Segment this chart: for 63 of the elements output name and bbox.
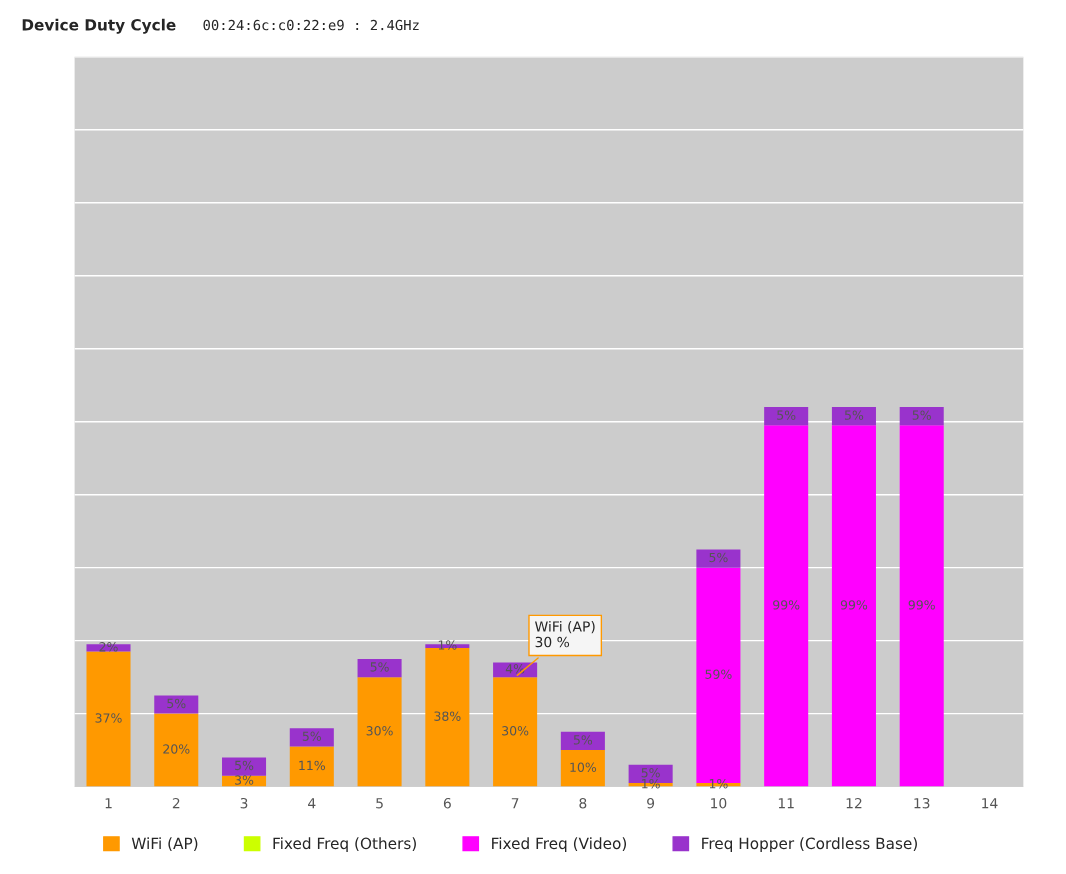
legend-label: Freq Hopper (Cordless Base) (702, 837, 917, 853)
bar (154, 695, 199, 714)
data-label: 11% (299, 760, 326, 771)
data-label: 30% (502, 726, 529, 736)
bar (357, 658, 402, 678)
x-tick-label: 7 (511, 798, 519, 809)
data-label: 99% (908, 600, 935, 610)
legend-label: Fixed Freq (Video) (492, 837, 627, 853)
data-label: 5% (302, 731, 322, 741)
x-tick-label: 13 (914, 797, 930, 809)
legend-label: WiFi (AP) (131, 837, 198, 851)
bar (560, 731, 605, 751)
x-tick-label: 1 (105, 798, 112, 809)
data-label: 5% (912, 410, 931, 420)
bar (86, 651, 131, 787)
bar (560, 750, 605, 787)
bar (289, 728, 334, 747)
legend-label: Fixed Freq (Others) (273, 837, 416, 853)
x-tick-label: 11 (778, 798, 794, 809)
bar (764, 425, 809, 787)
x-tick-label: 6 (443, 797, 451, 809)
data-label: 5% (777, 410, 796, 420)
bar (899, 407, 944, 426)
data-label: 5% (573, 735, 593, 745)
x-tick-label: 14 (982, 798, 998, 809)
x-tick-label: 8 (579, 797, 587, 809)
bar (831, 425, 876, 787)
x-tick-label: 3 (240, 797, 248, 809)
data-label: 5% (167, 698, 186, 709)
data-label: 10% (570, 762, 597, 772)
data-label: 38% (434, 711, 461, 721)
x-tick-label: 12 (846, 797, 862, 809)
bar (899, 425, 944, 787)
data-label: 5% (235, 760, 254, 771)
bar (764, 407, 809, 426)
bar (289, 746, 334, 787)
bar (696, 549, 741, 568)
data-label: 37% (95, 713, 122, 723)
data-label: 3% (235, 775, 254, 785)
chart-subtitle: 00:24:6c:c0:22:e9 : 2.4GHz (203, 19, 419, 31)
x-tick-label: 9 (647, 797, 655, 809)
chart-title: Device Duty Cycle (22, 18, 176, 34)
data-label: 59% (705, 669, 732, 679)
bar (222, 757, 267, 776)
data-label: 5% (844, 410, 864, 420)
x-tick-label: 2 (172, 797, 180, 809)
data-label: 99% (773, 600, 800, 610)
data-label: 5% (370, 662, 389, 672)
data-label: 30% (366, 726, 393, 736)
data-label: 5% (641, 768, 660, 778)
data-label: 5% (709, 552, 728, 563)
data-label: 2% (99, 642, 118, 652)
x-tick-label: 10 (711, 797, 727, 809)
data-label: 20% (163, 744, 190, 754)
data-label: 99% (840, 600, 868, 610)
annotation: WiFi (AP) 30 % (535, 620, 595, 648)
bar (831, 407, 876, 426)
x-tick-label: 4 (308, 798, 316, 809)
bar (357, 677, 402, 787)
bar (86, 644, 131, 652)
data-label: 4% (505, 664, 525, 674)
bar (154, 713, 199, 787)
x-tick-label: 5 (376, 798, 383, 809)
